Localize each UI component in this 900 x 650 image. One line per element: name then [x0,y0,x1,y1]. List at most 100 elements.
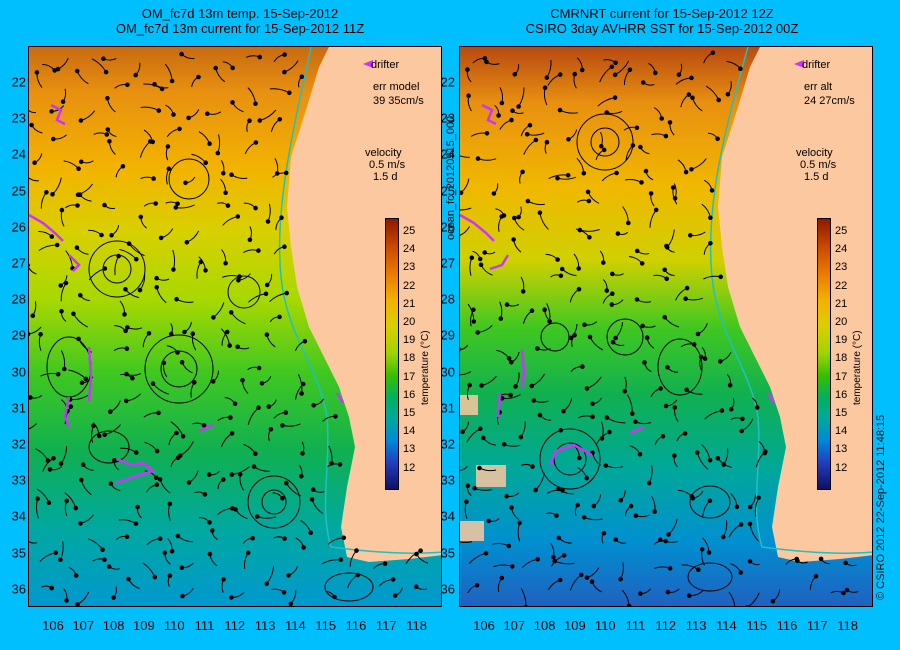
colorbar-tick-label: 24 [835,243,848,256]
latitude-tick-label: 32 [11,436,26,452]
current-vector-head [483,550,489,556]
current-vector-head [253,205,258,211]
current-vector-head [277,314,282,320]
current-vector-head [612,72,618,78]
current-vector-head [259,381,265,386]
current-vector-head [281,590,287,595]
current-vector-head [509,117,514,123]
current-vector-head [125,82,130,88]
current-vector-head [535,556,540,562]
current-vector-head [634,248,640,254]
current-vector-head [99,232,104,238]
current-vector-head [91,423,96,429]
current-vector-head [690,95,695,101]
current-vector-head [256,365,262,371]
longitude-tick-label: 111 [625,618,646,633]
current-vector-head [664,276,669,282]
latitude-tick-label: 26 [440,219,455,235]
current-vector-head [156,108,162,113]
current-vector-head [225,203,231,208]
current-vector-head [634,125,640,131]
current-vector-head [282,244,287,249]
current-vector-head [566,137,571,142]
current-vector-head [175,350,180,355]
current-vector-head [565,172,571,178]
current-vector-head [210,379,216,384]
colorbar-tick-label: 20 [835,316,848,328]
current-vector-head [708,241,713,246]
current-vector-head [153,475,159,481]
current-vector-head [747,504,753,510]
current-vector-head [302,338,308,344]
current-vector-head [516,104,521,109]
current-vector-head [51,136,56,142]
longitude-tick-label: 118 [406,618,427,633]
current-vector-head [283,480,289,486]
current-vector-head [80,462,86,467]
current-vector-head [32,160,37,165]
current-vector-head [134,256,139,262]
current-vector-head [108,481,114,487]
current-vector-head [509,360,514,365]
current-vector-head [475,330,481,335]
current-vector-head [630,411,635,416]
current-vector-head [477,465,482,471]
current-vector-head [747,558,753,564]
longitude-tick-label: 108 [102,618,125,633]
current-vector-head [282,536,287,541]
current-vector-head [590,414,595,420]
current-vector-head [229,595,234,600]
current-vector-head [460,347,462,352]
colorbar-tick-label: 21 [403,297,416,310]
longitude-tick-label: 108 [533,618,556,633]
current-vector-head [559,266,565,272]
longitude-tick-label: 111 [194,618,215,633]
right-title-line1: CMRNRT current for 15-Sep-2012 12Z [550,6,774,21]
current-vector-head [695,450,700,455]
current-vector-head [615,231,621,236]
current-vector-head [186,480,192,485]
current-vector-head [699,547,705,552]
current-vector-head [253,101,258,107]
current-vector-head [604,110,609,115]
current-vector-head [51,456,56,461]
current-vector-head [709,188,715,193]
current-vector-head [49,109,54,114]
current-vector-head [186,115,191,121]
current-vector-head [108,409,113,415]
current-vector-head [171,112,176,117]
latitude-tick-label: 32 [440,436,455,452]
current-vector-head [601,530,607,536]
current-vector-head [464,499,469,505]
current-vector-head [575,502,580,508]
left-map-panel[interactable]: drifter err model 39 35cm/s velocity 0.5… [28,46,442,607]
current-vector-head [215,150,221,156]
current-vector-head [413,584,419,590]
current-vector-head [484,59,489,65]
current-vector-head [137,287,143,293]
current-vector-head [175,533,181,539]
current-vector-head [265,219,271,224]
current-vector-head [179,360,185,365]
current-vector-head [102,202,107,208]
right-map-panel[interactable]: drifter err alt 24 27cm/s velocity 0.5 m… [459,46,873,607]
current-vector-head [653,207,659,213]
current-vector-head [179,51,184,57]
current-vector-head [207,141,212,146]
left-title-line1: OM_fc7d 13m temp. 15-Sep-2012 [141,6,339,21]
current-vector-head [478,262,484,268]
current-vector-head [133,521,139,526]
current-vector-head [561,553,567,558]
current-vector-head [235,214,241,219]
current-vector-head [533,137,539,143]
current-vector-head [472,485,477,491]
current-vector-head [469,255,475,260]
current-vector-head [392,593,398,598]
current-vector-head [102,557,107,563]
current-vector-head [642,360,647,365]
right-cloud-gaps [460,395,506,541]
current-vector [460,226,470,236]
current-vector-head [79,477,84,483]
colorbar-tick-label: 25 [403,225,416,237]
current-vector-head [477,256,483,262]
